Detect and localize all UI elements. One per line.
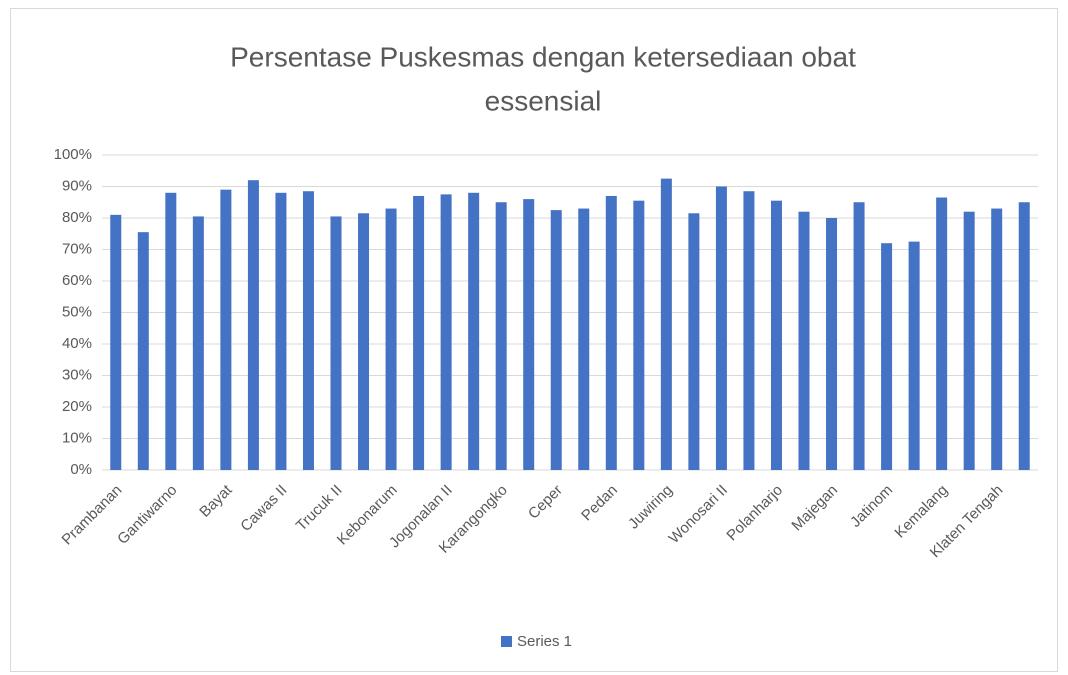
bar [385,208,397,471]
y-tick-label: 50% [62,303,92,320]
bar [715,186,727,470]
bar [936,197,948,470]
bar [302,191,314,470]
bar [165,192,177,471]
bar [743,191,755,470]
bar [110,214,122,470]
y-tick-label: 60% [62,272,92,289]
y-tick-label: 10% [62,429,92,446]
bar [192,216,204,470]
chart-title: Persentase Puskesmas dengan ketersediaan… [230,41,856,72]
bar [220,189,232,470]
bar [688,213,700,470]
bar [991,208,1003,471]
y-tick-label: 100% [54,146,92,163]
y-tick-label: 0% [70,461,92,478]
legend-swatch [501,636,512,647]
bar [495,202,507,470]
chart-title: essensial [485,85,602,116]
bar [660,178,672,470]
bar [605,195,617,470]
y-tick-label: 20% [62,398,92,415]
bar [578,208,590,471]
bar [633,200,645,471]
bar [523,199,535,470]
y-tick-label: 90% [62,177,92,194]
bar [413,195,425,470]
bar [550,210,562,470]
bar [137,232,149,470]
legend-label: Series 1 [517,633,572,650]
bar [853,202,865,470]
y-tick-label: 70% [62,240,92,257]
bar [358,213,370,470]
bar [468,192,480,471]
bar [881,243,893,470]
y-tick-label: 80% [62,209,92,226]
bar [440,194,452,470]
bar [275,192,287,471]
bar [826,218,838,470]
bar [770,200,782,471]
bar [247,180,259,470]
bar [1018,202,1030,470]
bar [798,211,810,470]
bar [330,216,342,470]
bar [963,211,975,470]
y-tick-label: 30% [62,366,92,383]
bar [908,241,920,470]
y-tick-label: 40% [62,335,92,352]
